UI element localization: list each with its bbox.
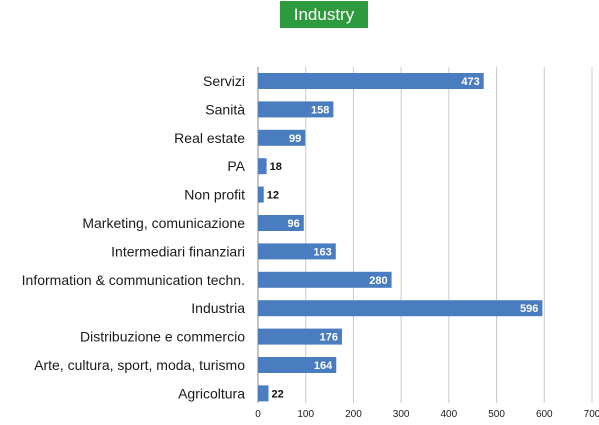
bar-value-label: 163 (313, 246, 331, 258)
category-label: Distribuzione e commercio (80, 329, 245, 345)
bar-value-label: 12 (267, 190, 279, 202)
grid-lines (257, 67, 593, 403)
bar (258, 73, 484, 89)
x-tick-label: 100 (297, 409, 314, 420)
bar-value-label: 96 (288, 218, 300, 230)
bar-value-label: 596 (520, 303, 538, 315)
bars (258, 73, 543, 402)
bar-value-label: 22 (271, 388, 283, 400)
bar-value-label: 176 (320, 332, 338, 344)
bar (258, 129, 306, 146)
bar (258, 186, 264, 203)
bar-value-label: 158 (311, 104, 329, 116)
category-label: Intermediari finanziari (111, 243, 245, 259)
bar (258, 271, 392, 288)
category-label: Sanità (205, 101, 245, 117)
bar-value-label: 18 (270, 161, 282, 173)
x-tick-label: 500 (488, 409, 505, 420)
x-tick-label: 600 (536, 409, 553, 420)
category-labels: Servizi Sanità Real estate PA Non profit Mark… (22, 73, 246, 401)
bar (258, 243, 336, 260)
bar-value-label: 280 (369, 275, 387, 287)
bar-value-label: 99 (289, 133, 301, 145)
x-tick-label: 0 (255, 409, 261, 420)
category-label: Servizi (203, 73, 245, 89)
x-tick-label: 700 (584, 409, 599, 420)
bar (258, 385, 269, 402)
bar (258, 158, 267, 175)
bar-value-label: 164 (314, 360, 333, 372)
x-tick-label: 300 (393, 409, 410, 420)
category-label: Industria (191, 300, 245, 316)
x-tick-label: 400 (441, 409, 458, 420)
bar-value-label: 473 (461, 76, 479, 88)
bar (258, 300, 543, 317)
category-label: Non profit (184, 187, 245, 203)
bar (258, 357, 337, 373)
category-label: PA (227, 158, 245, 174)
category-label: Agricoltura (178, 385, 245, 401)
bar (258, 101, 334, 118)
value-labels: 473 158 99 18 12 96 163 280 596 176 164 22 (267, 76, 539, 400)
bar (258, 328, 342, 345)
category-label: Arte, cultura, sport, moda, turismo (34, 357, 245, 373)
bar (258, 215, 304, 231)
x-tick-label: 200 (345, 409, 362, 420)
category-label: Real estate (174, 130, 245, 146)
chart-title: Industry (280, 1, 368, 28)
category-label: Information & communication techn. (22, 272, 245, 288)
x-tick-labels: 0 100 200 300 400 500 600 700 (255, 409, 599, 420)
category-label: Marketing, comunicazione (82, 215, 245, 231)
